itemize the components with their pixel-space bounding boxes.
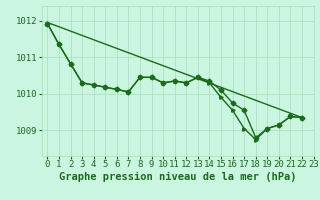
X-axis label: Graphe pression niveau de la mer (hPa): Graphe pression niveau de la mer (hPa) — [59, 172, 296, 182]
